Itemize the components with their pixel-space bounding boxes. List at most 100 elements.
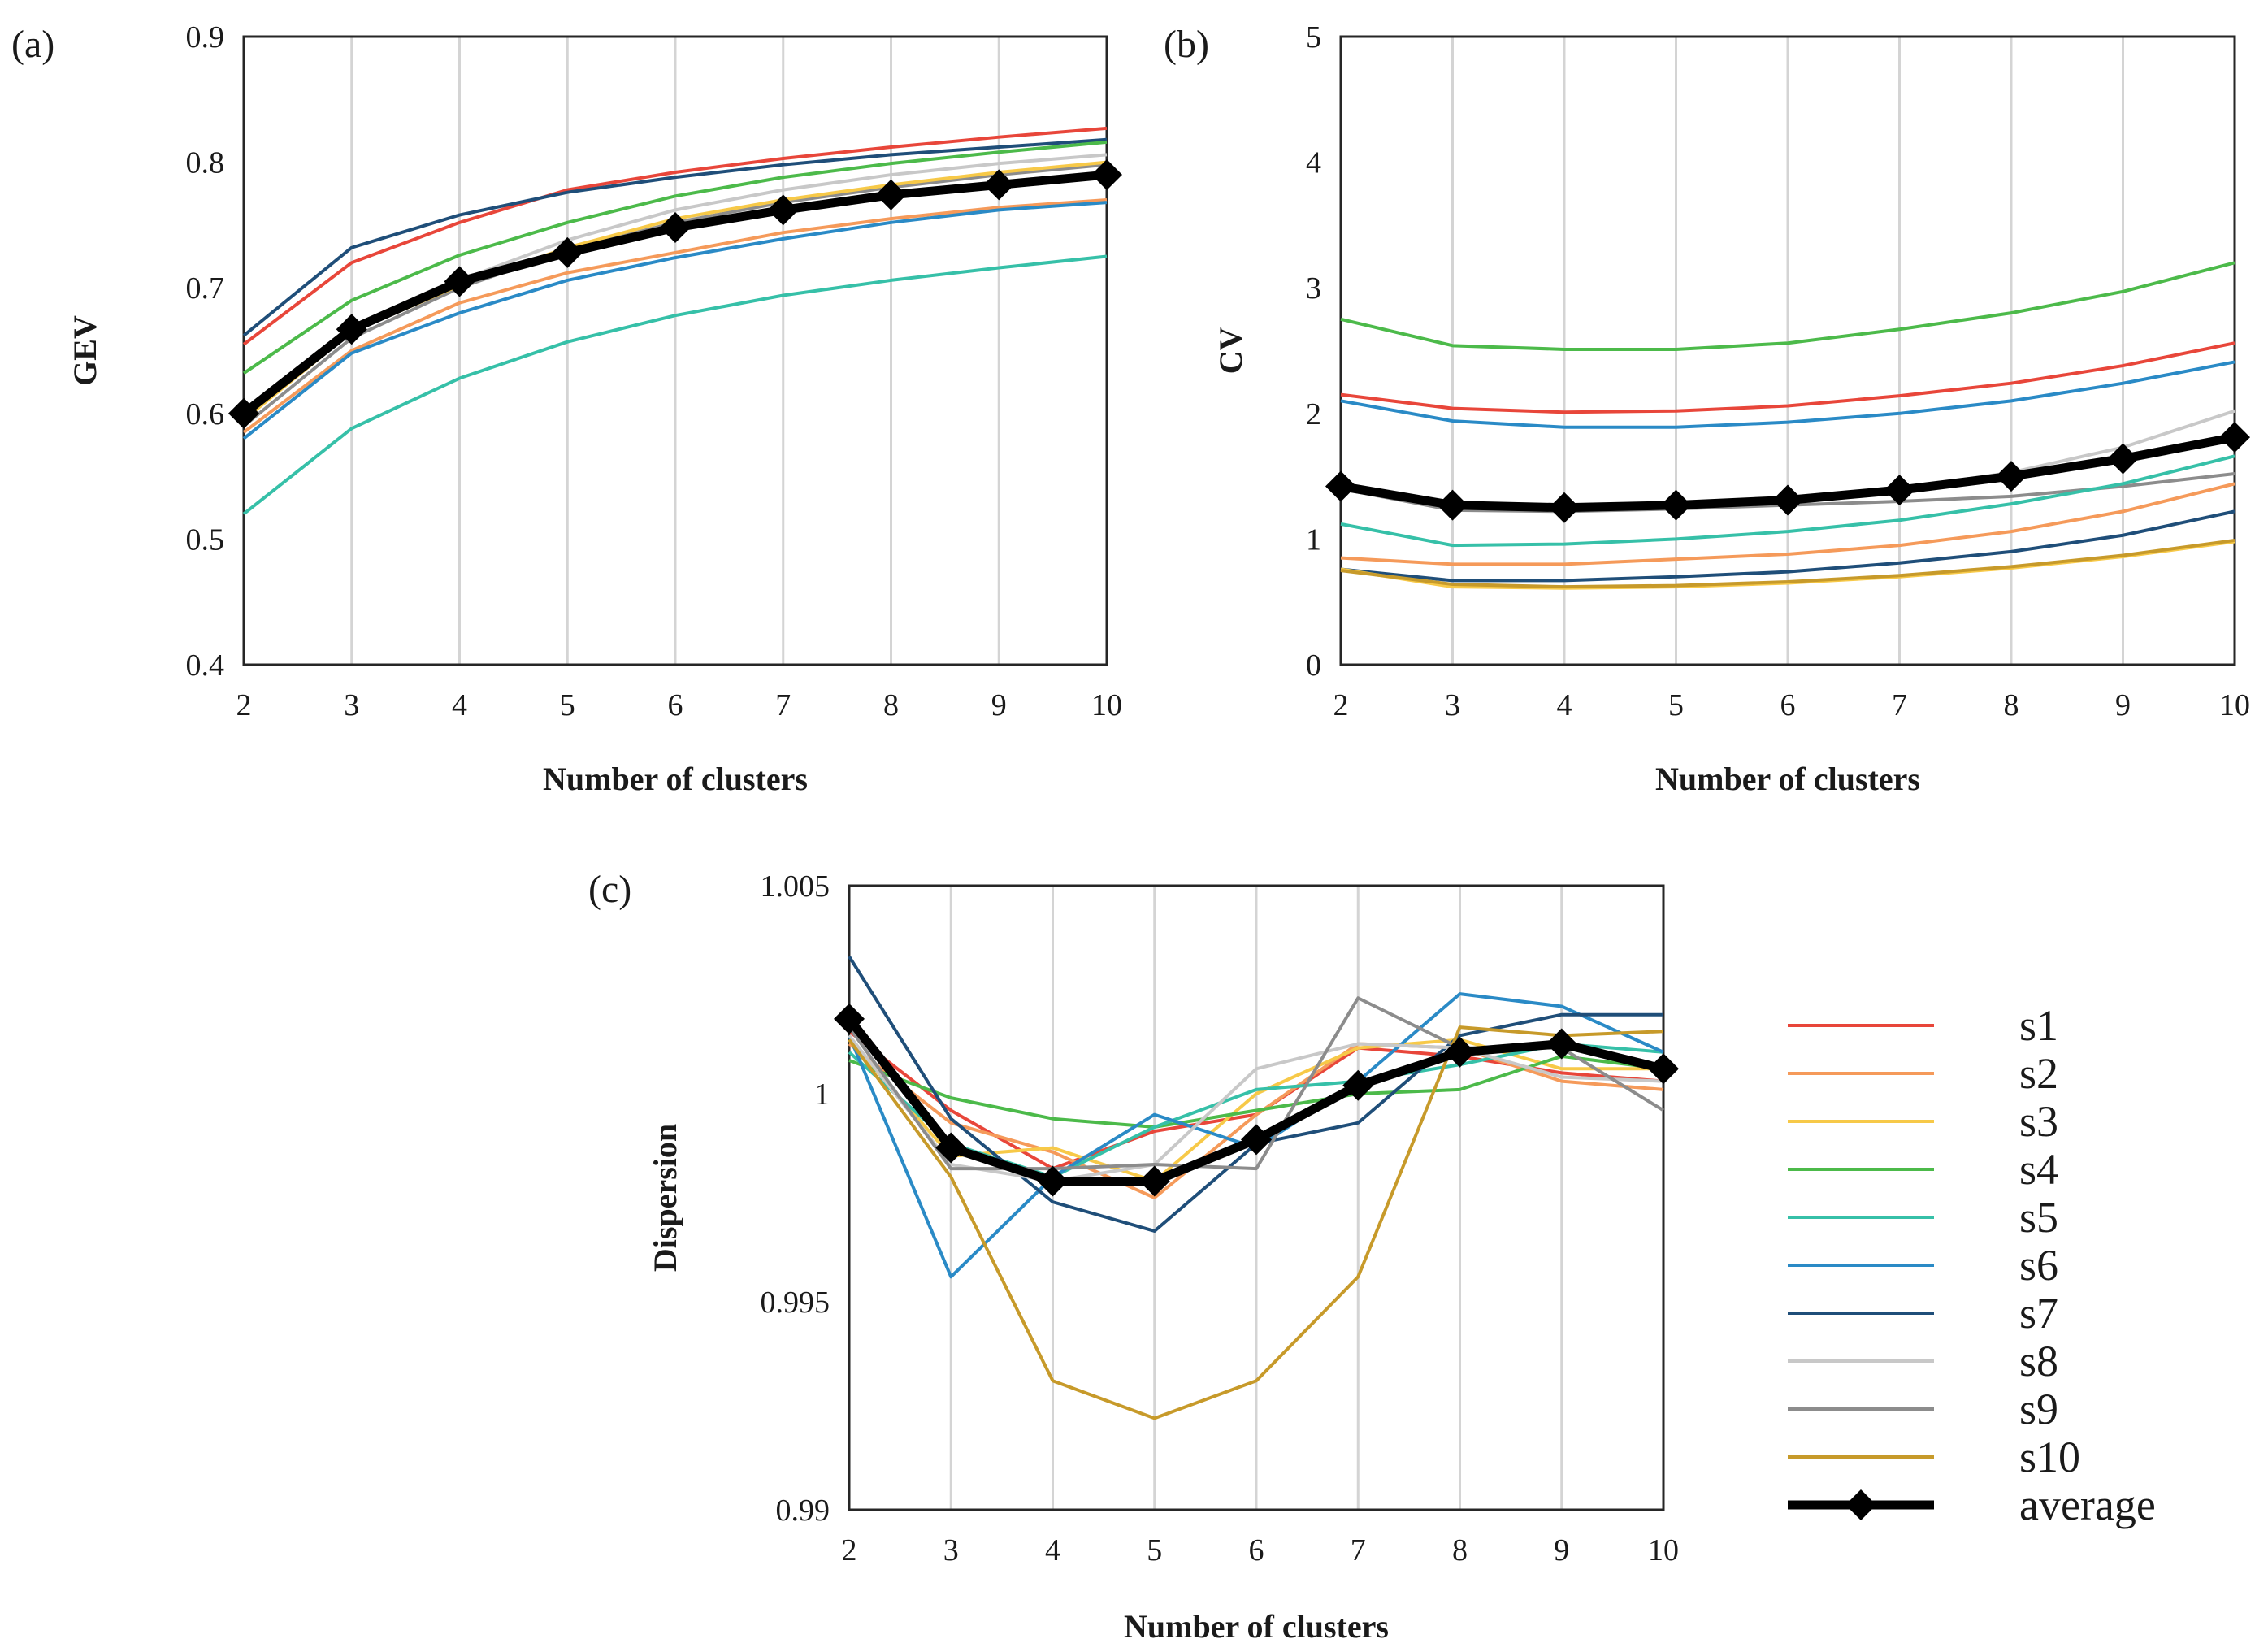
x-tick-label: 9 [2115,688,2131,722]
y-tick-label: 0.8 [186,146,225,180]
series-line-s2 [848,1042,1664,1199]
series-line-s1 [1340,341,2235,414]
average-point-marker [1342,1069,1374,1101]
average-point-marker [1037,1165,1069,1197]
y-tick-label: 0.99 [776,1494,830,1528]
panel-a: 0.4 0.5 0.6 0.7 0.8 0.9 2 3 4 5 6 7 8 9 10 Number of cl… [11,20,1122,797]
x-tick-label: 7 [775,688,791,722]
x-tick-label: 9 [991,688,1007,722]
average-point-marker [336,314,367,345]
series-line-s4 [242,140,1108,375]
y-tick-label: 0.9 [186,20,225,54]
x-tick-label: 10 [1091,688,1122,722]
average-point-marker [1546,1028,1577,1060]
average-point-marker [660,211,691,243]
legend-label-average: average [2019,1481,2156,1529]
series-line-s6 [1340,360,2235,429]
series-line-s10 [1340,538,2235,589]
average-point-marker [228,397,259,429]
y-tick-label: 0 [1306,648,1321,683]
average-point-marker [2219,422,2250,453]
series-line-s5 [242,254,1108,516]
panel-label: (c) [588,868,631,911]
x-axis-label: Number of clusters [1655,761,1920,797]
average-point-marker [767,194,799,226]
average-point-marker [1437,489,1468,521]
legend-label-s8: s8 [2019,1337,2058,1385]
plot-frame [242,35,1108,666]
x-tick-label: 2 [1333,688,1349,722]
y-tick-label: 0.5 [186,522,225,557]
x-tick-label: 6 [1780,688,1796,722]
average-point-marker [1241,1124,1272,1156]
x-tick-label: 4 [1045,1533,1060,1567]
panel-label: (b) [1164,23,1209,66]
average-point-marker [1138,1165,1170,1197]
panel-label: (a) [11,23,54,66]
average-point-marker [1091,159,1122,191]
x-tick-label: 10 [2219,688,2250,722]
x-tick-label: 7 [1892,688,1907,722]
y-axis-label: GEV [67,315,103,386]
y-axis-label: Dispersion [647,1124,683,1272]
x-tick-label: 2 [842,1533,857,1567]
panel-c: 0.99 0.995 1 1.005 2 3 4 5 6 7 8 9 10 Number of clust… [588,868,1679,1645]
legend-label-s7: s7 [2019,1289,2058,1338]
y-tick-label: 2 [1306,397,1321,431]
x-tick-label: 3 [344,688,359,722]
average-point-marker [1772,484,1803,516]
average-point-marker [1444,1036,1476,1068]
average-point-marker [834,1003,865,1034]
legend-label-s3: s3 [2019,1097,2058,1146]
plot-frame [848,884,1665,1511]
x-tick-label: 5 [1668,688,1684,722]
legend-label-s5: s5 [2019,1193,2058,1242]
x-tick-label: 3 [1445,688,1460,722]
y-tick-label: 1 [1306,522,1321,557]
series-line-s6 [242,201,1108,440]
series-line-s4 [1340,261,2235,351]
x-tick-label: 5 [1147,1533,1162,1567]
average-point-marker [2107,443,2139,475]
average-point-marker [1549,492,1580,523]
average-point-marker [935,1132,967,1164]
y-tick-label: 3 [1306,271,1321,306]
average-point-marker [1660,489,1692,521]
legend-label-s6: s6 [2019,1241,2058,1290]
x-tick-label: 3 [943,1533,959,1567]
series-line-s7 [242,137,1108,337]
x-tick-label: 8 [1452,1533,1468,1567]
average-point-marker [552,236,583,268]
panel-b: 0 1 2 3 4 5 2 3 4 5 6 7 8 9 10 Number of clusters CV (b) [1164,20,2250,797]
x-tick-label: 6 [1249,1533,1264,1567]
x-axis-label: Number of clusters [543,761,808,797]
average-point-marker [875,179,907,210]
y-tick-label: 4 [1306,146,1321,180]
x-tick-label: 2 [236,688,252,722]
x-tick-label: 6 [668,688,683,722]
average-point-marker [1996,461,2027,492]
plot-frame [1339,35,2236,666]
y-tick-label: 0.7 [186,271,225,306]
legend-average-marker [1845,1489,1876,1520]
series-line-s10 [848,1025,1664,1420]
y-tick-label: 1 [814,1077,830,1112]
x-tick-label: 10 [1648,1533,1679,1567]
legend-label-s10: s10 [2019,1433,2080,1481]
x-tick-label: 4 [452,688,467,722]
average-point-marker [1648,1053,1679,1085]
y-tick-label: 5 [1306,20,1321,54]
x-tick-label: 5 [560,688,575,722]
series-line-s5 [1340,454,2235,548]
y-tick-label: 1.005 [761,869,830,904]
y-axis-label: CV [1212,327,1249,375]
legend-label-s9: s9 [2019,1385,2058,1433]
legend-label-s2: s2 [2019,1049,2058,1098]
legend-label-s1: s1 [2019,1001,2058,1050]
series-line-s2 [242,197,1108,434]
series-line-s2 [1340,482,2235,566]
y-tick-label: 0.995 [761,1286,830,1320]
series-line-s7 [1340,509,2235,583]
